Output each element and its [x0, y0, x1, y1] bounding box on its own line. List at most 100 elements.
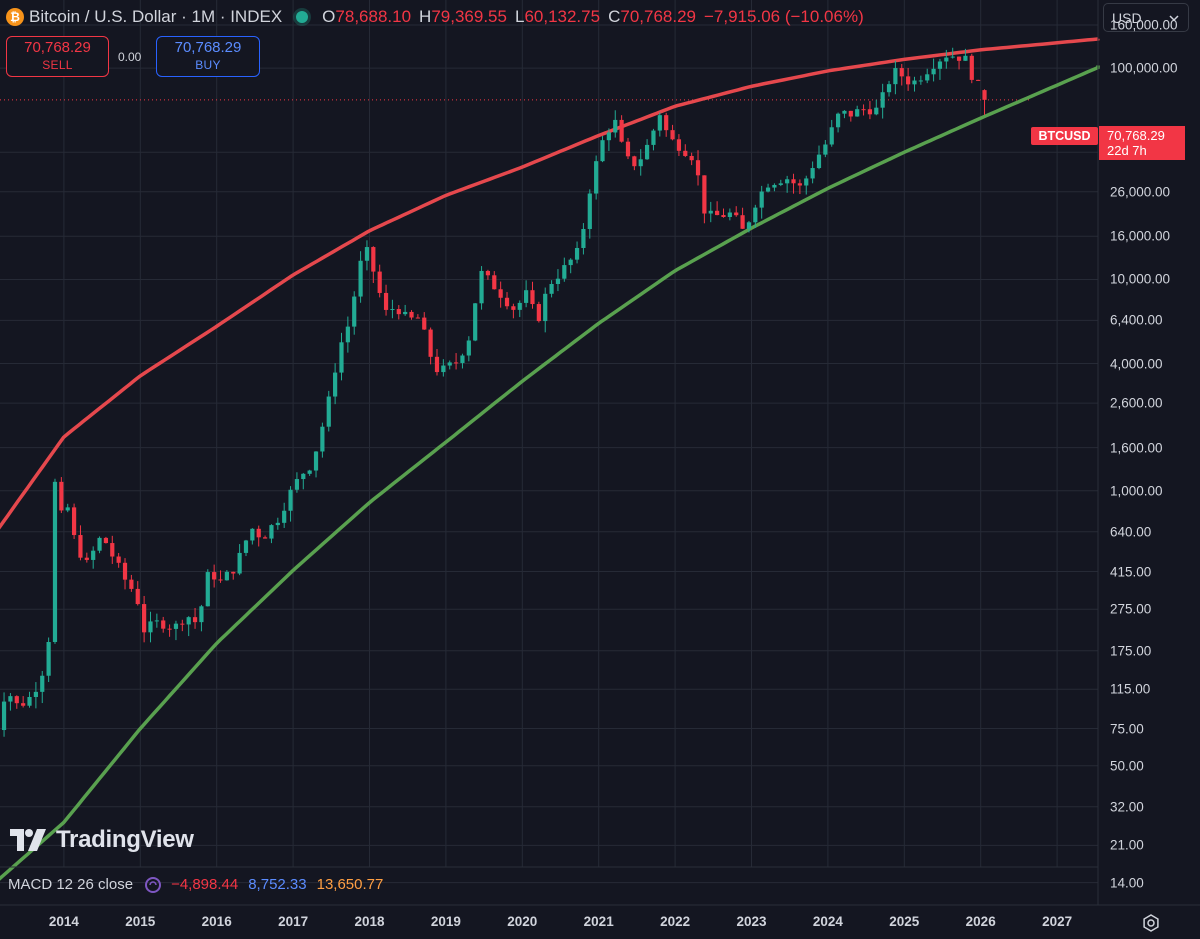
candle-body — [403, 311, 408, 315]
candle-body — [498, 289, 503, 298]
candle — [116, 553, 121, 568]
candle — [14, 695, 19, 709]
candle — [874, 99, 879, 116]
candle-body — [256, 528, 261, 538]
y-tick-label: 6,400.00 — [1110, 312, 1163, 328]
candle-body — [40, 675, 45, 692]
candle — [422, 312, 427, 330]
candle-body — [530, 290, 535, 305]
candle-body — [396, 309, 401, 315]
candle — [918, 75, 923, 85]
candle-body — [683, 150, 688, 156]
candle-body — [976, 79, 981, 81]
candle-body — [886, 84, 892, 93]
currency-select[interactable]: USD — [1103, 3, 1189, 32]
candle-body — [441, 365, 446, 373]
candle — [543, 287, 548, 333]
candle — [65, 503, 70, 513]
candle — [855, 105, 860, 117]
candle — [893, 60, 898, 95]
candle-body — [8, 696, 13, 702]
candle — [504, 292, 510, 310]
low-key: L — [514, 7, 525, 26]
candle — [925, 68, 930, 84]
candle-body — [383, 292, 389, 310]
candle — [428, 327, 433, 365]
channel-bands — [0, 37, 1100, 881]
candle-body — [231, 571, 236, 574]
candle-body — [791, 179, 796, 184]
candle — [664, 112, 669, 137]
upper-band-curve — [0, 37, 1100, 530]
candle-body — [765, 187, 771, 192]
candle — [33, 682, 38, 709]
symbol-title[interactable]: Bitcoin / U.S. Dollar · 1M · INDEX — [29, 7, 283, 26]
candle-body — [52, 481, 58, 643]
candle-body — [243, 540, 249, 553]
candle-body — [154, 620, 159, 622]
close-value: 70,768.29 — [620, 7, 696, 26]
candle-body — [116, 556, 121, 563]
candle — [199, 604, 204, 632]
candle-body — [956, 56, 962, 61]
candle — [135, 581, 140, 606]
candle-body — [91, 550, 96, 560]
candle — [944, 49, 949, 69]
candle-body — [473, 303, 478, 341]
candle — [619, 115, 624, 143]
x-tick-label: 2026 — [965, 914, 996, 929]
open-key: O — [322, 7, 336, 26]
candle-body — [27, 696, 32, 706]
candle — [810, 161, 815, 184]
candle-body — [874, 107, 879, 115]
candle-body — [524, 290, 529, 303]
candle — [46, 637, 51, 683]
candle-body — [600, 140, 605, 162]
candle-body — [262, 537, 268, 539]
candle — [638, 149, 643, 176]
candle-body — [734, 212, 739, 216]
candle — [479, 266, 484, 310]
candle-body — [415, 317, 420, 319]
watermark-text: TradingView — [56, 826, 194, 853]
buy-button[interactable]: 70,768.29 BUY — [156, 36, 260, 77]
y-tick-label: 4,000.00 — [1110, 356, 1163, 372]
candle-body — [339, 342, 344, 373]
sell-button[interactable]: 70,768.29 SELL — [6, 36, 109, 77]
candle — [511, 303, 516, 319]
macd-line-value: 8,752.33 — [248, 876, 307, 893]
candle-body — [466, 340, 471, 356]
candle-body — [804, 178, 809, 186]
candle — [848, 110, 853, 122]
refresh-icon[interactable] — [145, 876, 162, 893]
candle-body — [842, 110, 847, 114]
candle-body — [275, 522, 280, 526]
candle-body — [664, 115, 669, 131]
candle-body — [937, 61, 943, 69]
candle — [224, 570, 229, 581]
macd-legend[interactable]: MACD 12 26 close −4,898.44 8,752.33 13,6… — [8, 876, 383, 893]
candle-body — [492, 275, 497, 290]
candle-body — [447, 362, 452, 366]
candle — [765, 183, 771, 193]
candle — [963, 48, 968, 61]
candle-body — [453, 362, 459, 364]
candle — [453, 353, 459, 370]
gear-icon[interactable] — [1140, 912, 1162, 934]
candle-body — [670, 130, 675, 140]
symbol-header[interactable]: ₿ Bitcoin / U.S. Dollar · 1M · INDEX O 7… — [6, 5, 872, 29]
candle — [352, 291, 357, 335]
candle — [173, 620, 179, 641]
candle — [364, 240, 370, 271]
candle — [651, 128, 656, 151]
candle-body — [651, 130, 656, 145]
candle-body — [816, 154, 822, 169]
candle-body — [708, 210, 713, 214]
candle-body — [969, 55, 974, 80]
candle-body — [695, 160, 701, 176]
candle — [256, 525, 261, 547]
candle-body — [606, 132, 611, 141]
candle — [969, 53, 974, 84]
candle-body — [129, 579, 134, 589]
